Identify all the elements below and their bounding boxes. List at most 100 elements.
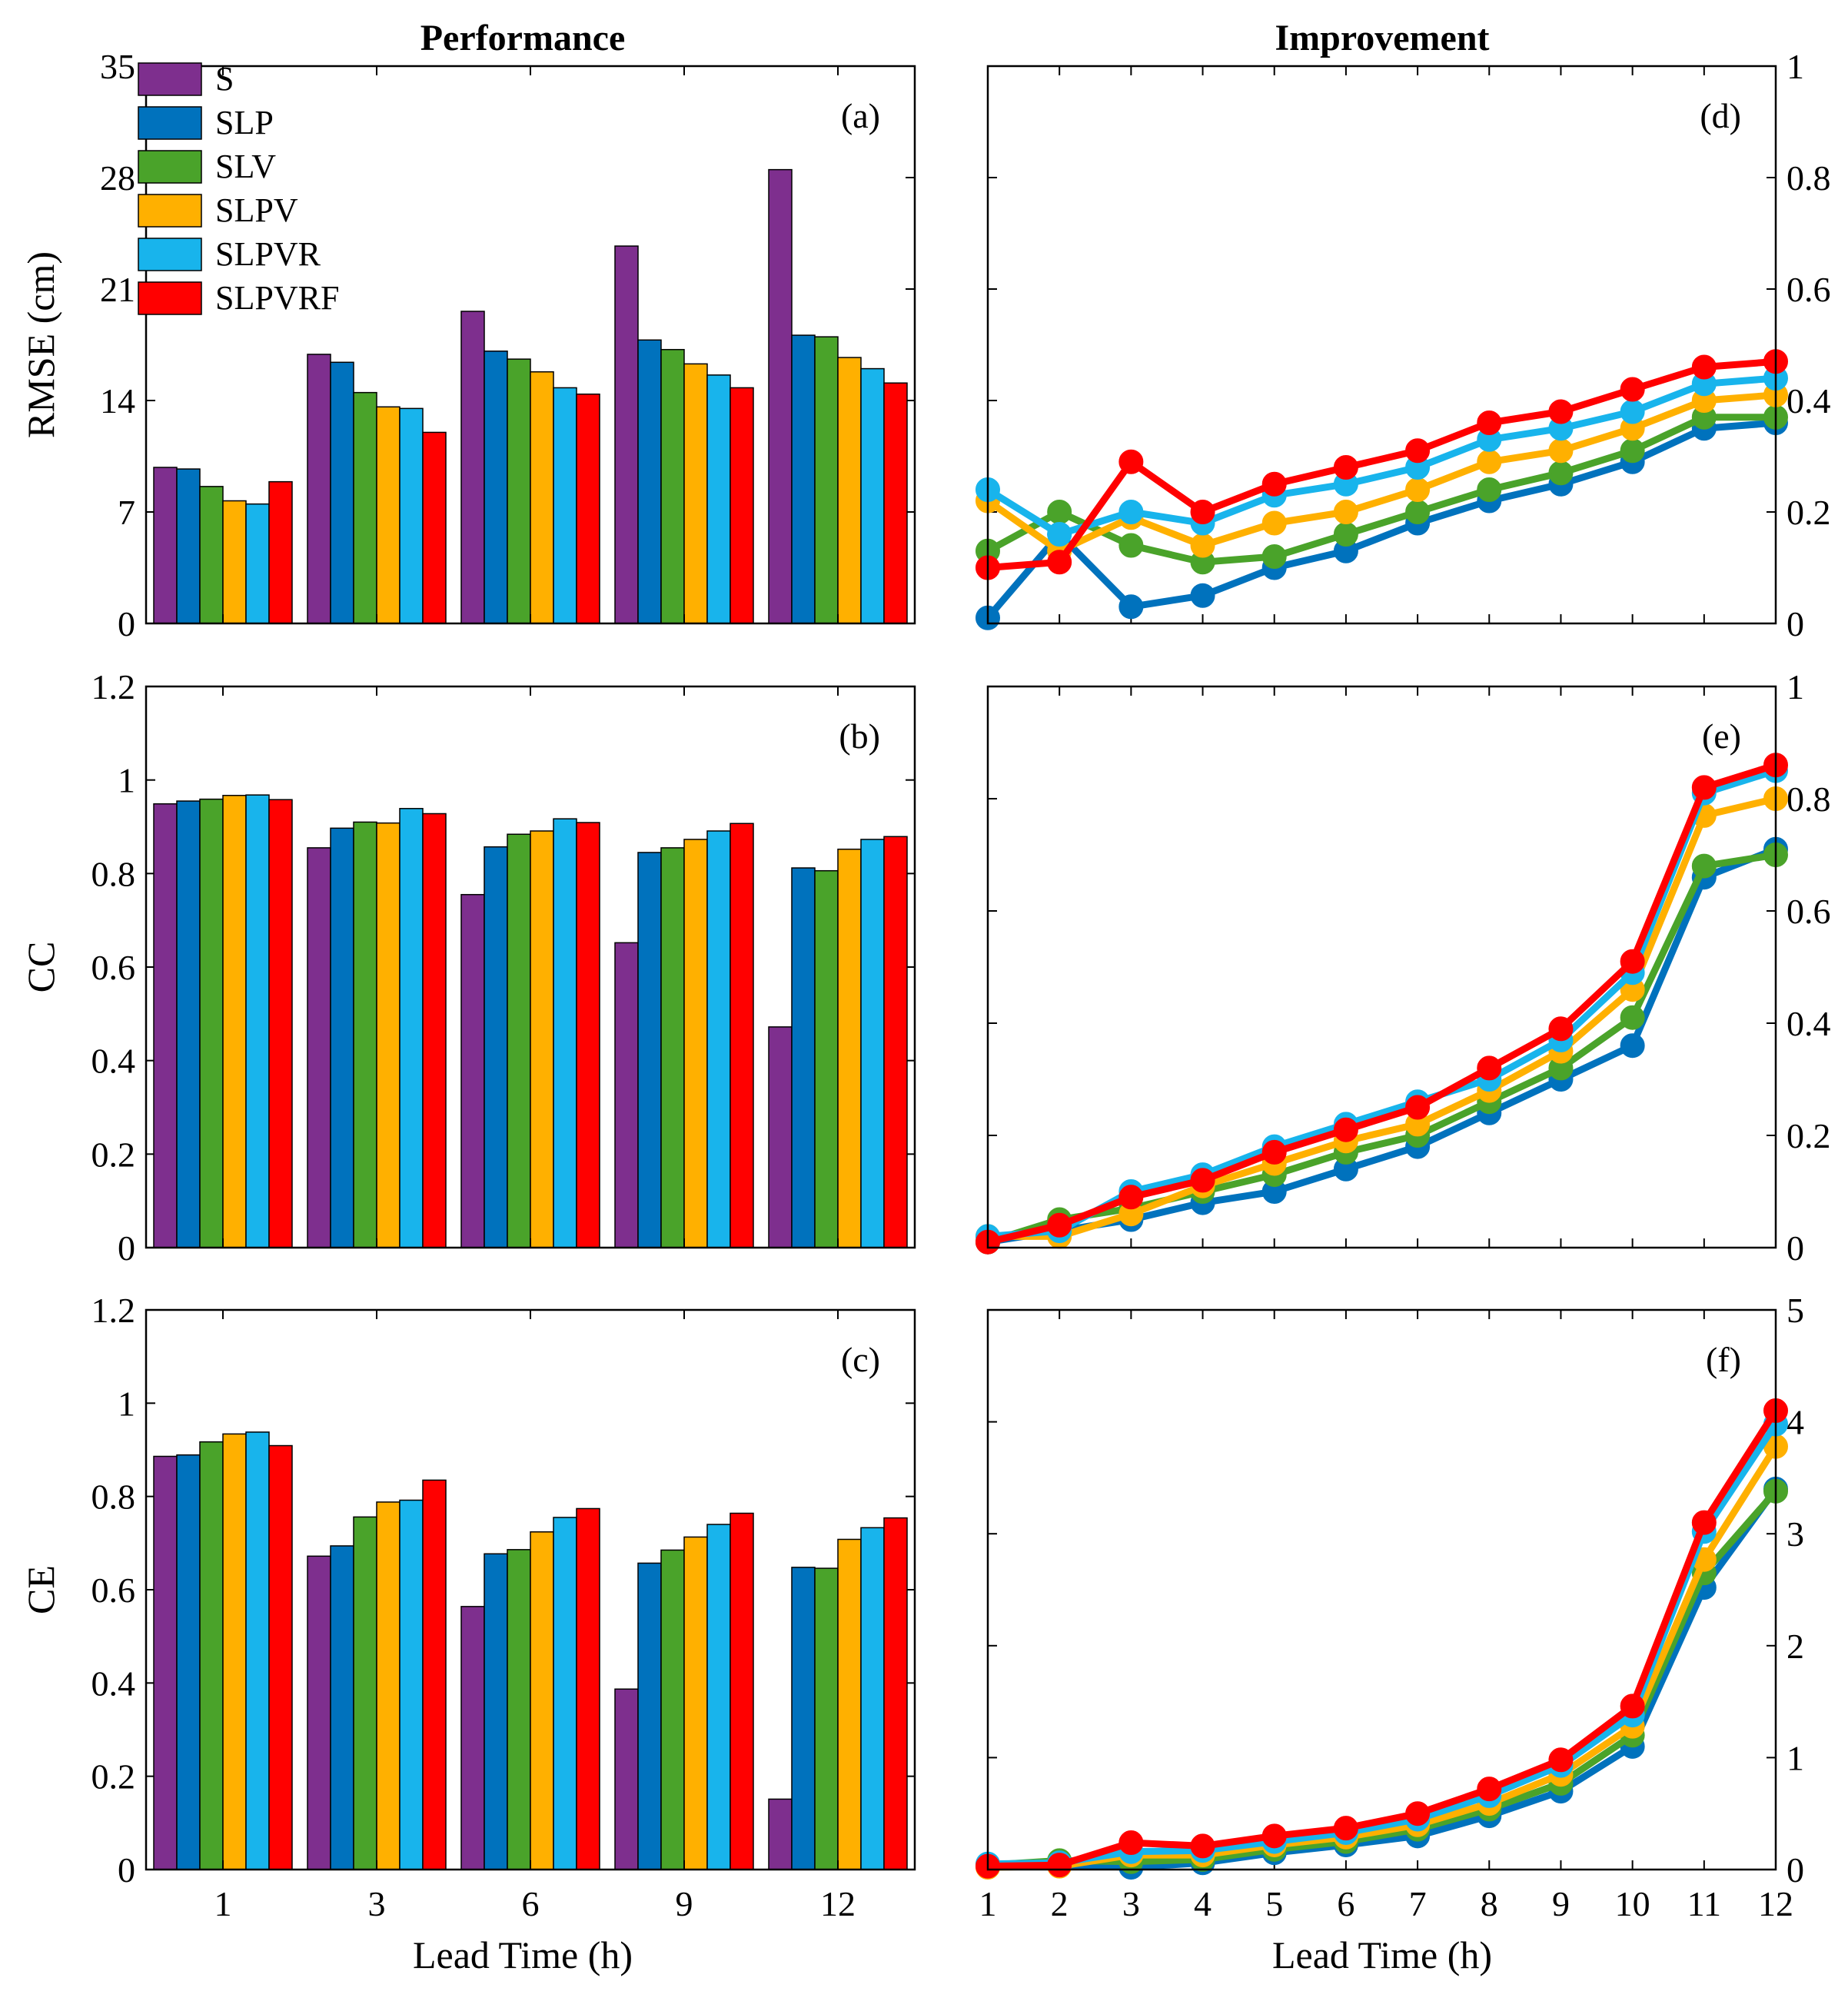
point-SLPVRF-11: [1691, 354, 1717, 380]
y-tick-label: 0: [1787, 1228, 1804, 1268]
x-axis-label-left: Lead Time (h): [413, 1933, 633, 1976]
point-SLPVR-10: [1620, 399, 1645, 424]
panel-label: (a): [841, 96, 880, 135]
x-tick-label: 4: [1194, 1884, 1212, 1923]
point-SLPVRF-7: [1405, 438, 1431, 464]
legend-label-SLPVR: SLPVR: [215, 235, 321, 273]
panel-e: 0 0.2 0.4 0.6 0.8 1 (e): [976, 667, 1831, 1268]
bar-SLV-9: [660, 348, 685, 624]
panel-c: 0 0.2 0.4 0.6 0.8 1 1.2 CE 1 3 6 9 12 (c): [19, 1291, 916, 1923]
bar-SLPVRF-12: [883, 1517, 908, 1870]
bar-S-6: [460, 1606, 485, 1870]
y-tick-label: 0.2: [91, 1135, 136, 1174]
point-SLPVRF-7: [1405, 1095, 1431, 1120]
bar-SLPVR-12: [860, 367, 885, 624]
y-tick-label: 0.4: [1787, 1004, 1831, 1043]
y-tick-label: 21: [100, 270, 135, 309]
right-column-title: Improvement: [1275, 18, 1489, 58]
bar-SLP-9: [637, 852, 662, 1248]
bar-SLPVRF-3: [422, 1479, 447, 1870]
x-tick-label: 6: [1337, 1884, 1354, 1923]
bar-SLP-12: [791, 334, 816, 624]
y-tick-label: 0: [118, 1228, 135, 1268]
bar-S-9: [614, 1688, 639, 1870]
bar-SLV-6: [507, 833, 531, 1248]
point-SLV-5: [1261, 544, 1287, 569]
y-tick-label: 0.4: [1787, 381, 1831, 420]
bar-SLP-1: [176, 468, 201, 624]
point-SLPVRF-7: [1405, 1801, 1431, 1826]
bar-SLPVRF-6: [576, 393, 600, 624]
point-SLV-11: [1691, 853, 1717, 879]
bar-SLPVRF-12: [883, 836, 908, 1248]
bar-S-9: [614, 245, 639, 624]
point-SLV-8: [1477, 477, 1502, 502]
point-SLPVRF-4: [1190, 1168, 1215, 1193]
y-tick-label: 1: [1787, 47, 1804, 86]
bar-SLPVR-6: [553, 1517, 577, 1870]
point-SLV-6: [1333, 522, 1358, 547]
point-SLPVRF-3: [1118, 449, 1144, 474]
y-tick-label: 0.6: [91, 1571, 136, 1610]
legend-swatch-SLPVRF: [138, 281, 202, 315]
y-tick-label: 1: [1787, 667, 1804, 706]
bar-SLPVR-3: [399, 808, 424, 1248]
bar-S-3: [307, 1555, 331, 1870]
axes-frame: [986, 1308, 1777, 1871]
y-tick-label: 1.2: [91, 667, 136, 706]
y-tick-label: 1: [118, 1384, 135, 1423]
bar-SLP-9: [637, 339, 662, 624]
point-SLP-4: [1190, 583, 1215, 608]
panel-b: 0 0.2 0.4 0.6 0.8 1 1.2 CC (b): [19, 667, 916, 1268]
bar-SLPVR-6: [553, 387, 577, 624]
bar-SLV-9: [660, 847, 685, 1248]
bar-SLP-3: [330, 361, 354, 624]
x-tick-label: 12: [820, 1884, 856, 1923]
point-SLV-10: [1620, 438, 1645, 464]
bar-SLP-6: [484, 1553, 508, 1870]
bar-SLPVR-9: [706, 830, 731, 1248]
bar-SLPVRF-1: [268, 480, 293, 624]
y-tick-label: 0.8: [1787, 779, 1831, 819]
bar-SLPVR-12: [860, 1527, 885, 1870]
point-SLPVRF-6: [1333, 1816, 1358, 1841]
x-tick-label: 3: [368, 1884, 386, 1923]
x-tick-label: 9: [1552, 1884, 1570, 1923]
axes-frame: [986, 685, 1777, 1249]
panel-label: (c): [841, 1340, 880, 1379]
bar-S-12: [768, 168, 793, 624]
bar-SLP-3: [330, 1545, 354, 1870]
legend-label-S: S: [215, 60, 234, 98]
bar-SLPV-9: [683, 1536, 708, 1870]
point-SLPVRF-11: [1691, 775, 1717, 800]
axes-frame: [145, 1308, 916, 1871]
y-tick-label: 1.2: [91, 1291, 136, 1330]
y-tick-label: 1: [1787, 1738, 1804, 1777]
bar-S-9: [614, 942, 639, 1248]
bar-SLPVRF-6: [576, 822, 600, 1248]
bar-SLPV-6: [530, 371, 554, 624]
y-tick-label: 28: [100, 158, 135, 198]
legend-swatch-S: [138, 62, 202, 96]
point-SLPVRF-8: [1477, 1055, 1502, 1081]
point-SLPVRF-5: [1261, 1823, 1287, 1849]
point-SLPVRF-10: [1620, 949, 1645, 974]
bar-S-3: [307, 847, 331, 1248]
bar-SLPV-1: [222, 794, 247, 1248]
point-SLPVRF-4: [1190, 1833, 1215, 1859]
point-SLPVRF-8: [1477, 410, 1502, 435]
x-axis-label-right: Lead Time (h): [1272, 1933, 1492, 1976]
legend-label-SLPVRF: SLPVRF: [215, 279, 339, 317]
panel-a: 0 7 14 21 28 35 RMSE (cm) (a): [19, 47, 916, 643]
point-SLPVRF-5: [1261, 1139, 1287, 1165]
bar-SLPV-12: [837, 357, 862, 624]
bar-SLPVRF-1: [268, 799, 293, 1248]
y-tick-label: 14: [100, 381, 135, 420]
bar-SLPV-9: [683, 363, 708, 624]
bar-SLPV-1: [222, 1433, 247, 1870]
x-tick-label: 1: [979, 1884, 997, 1923]
legend-swatch-SLV: [138, 150, 202, 184]
y-tick-label: 35: [100, 47, 135, 86]
bar-S-12: [768, 1026, 793, 1248]
